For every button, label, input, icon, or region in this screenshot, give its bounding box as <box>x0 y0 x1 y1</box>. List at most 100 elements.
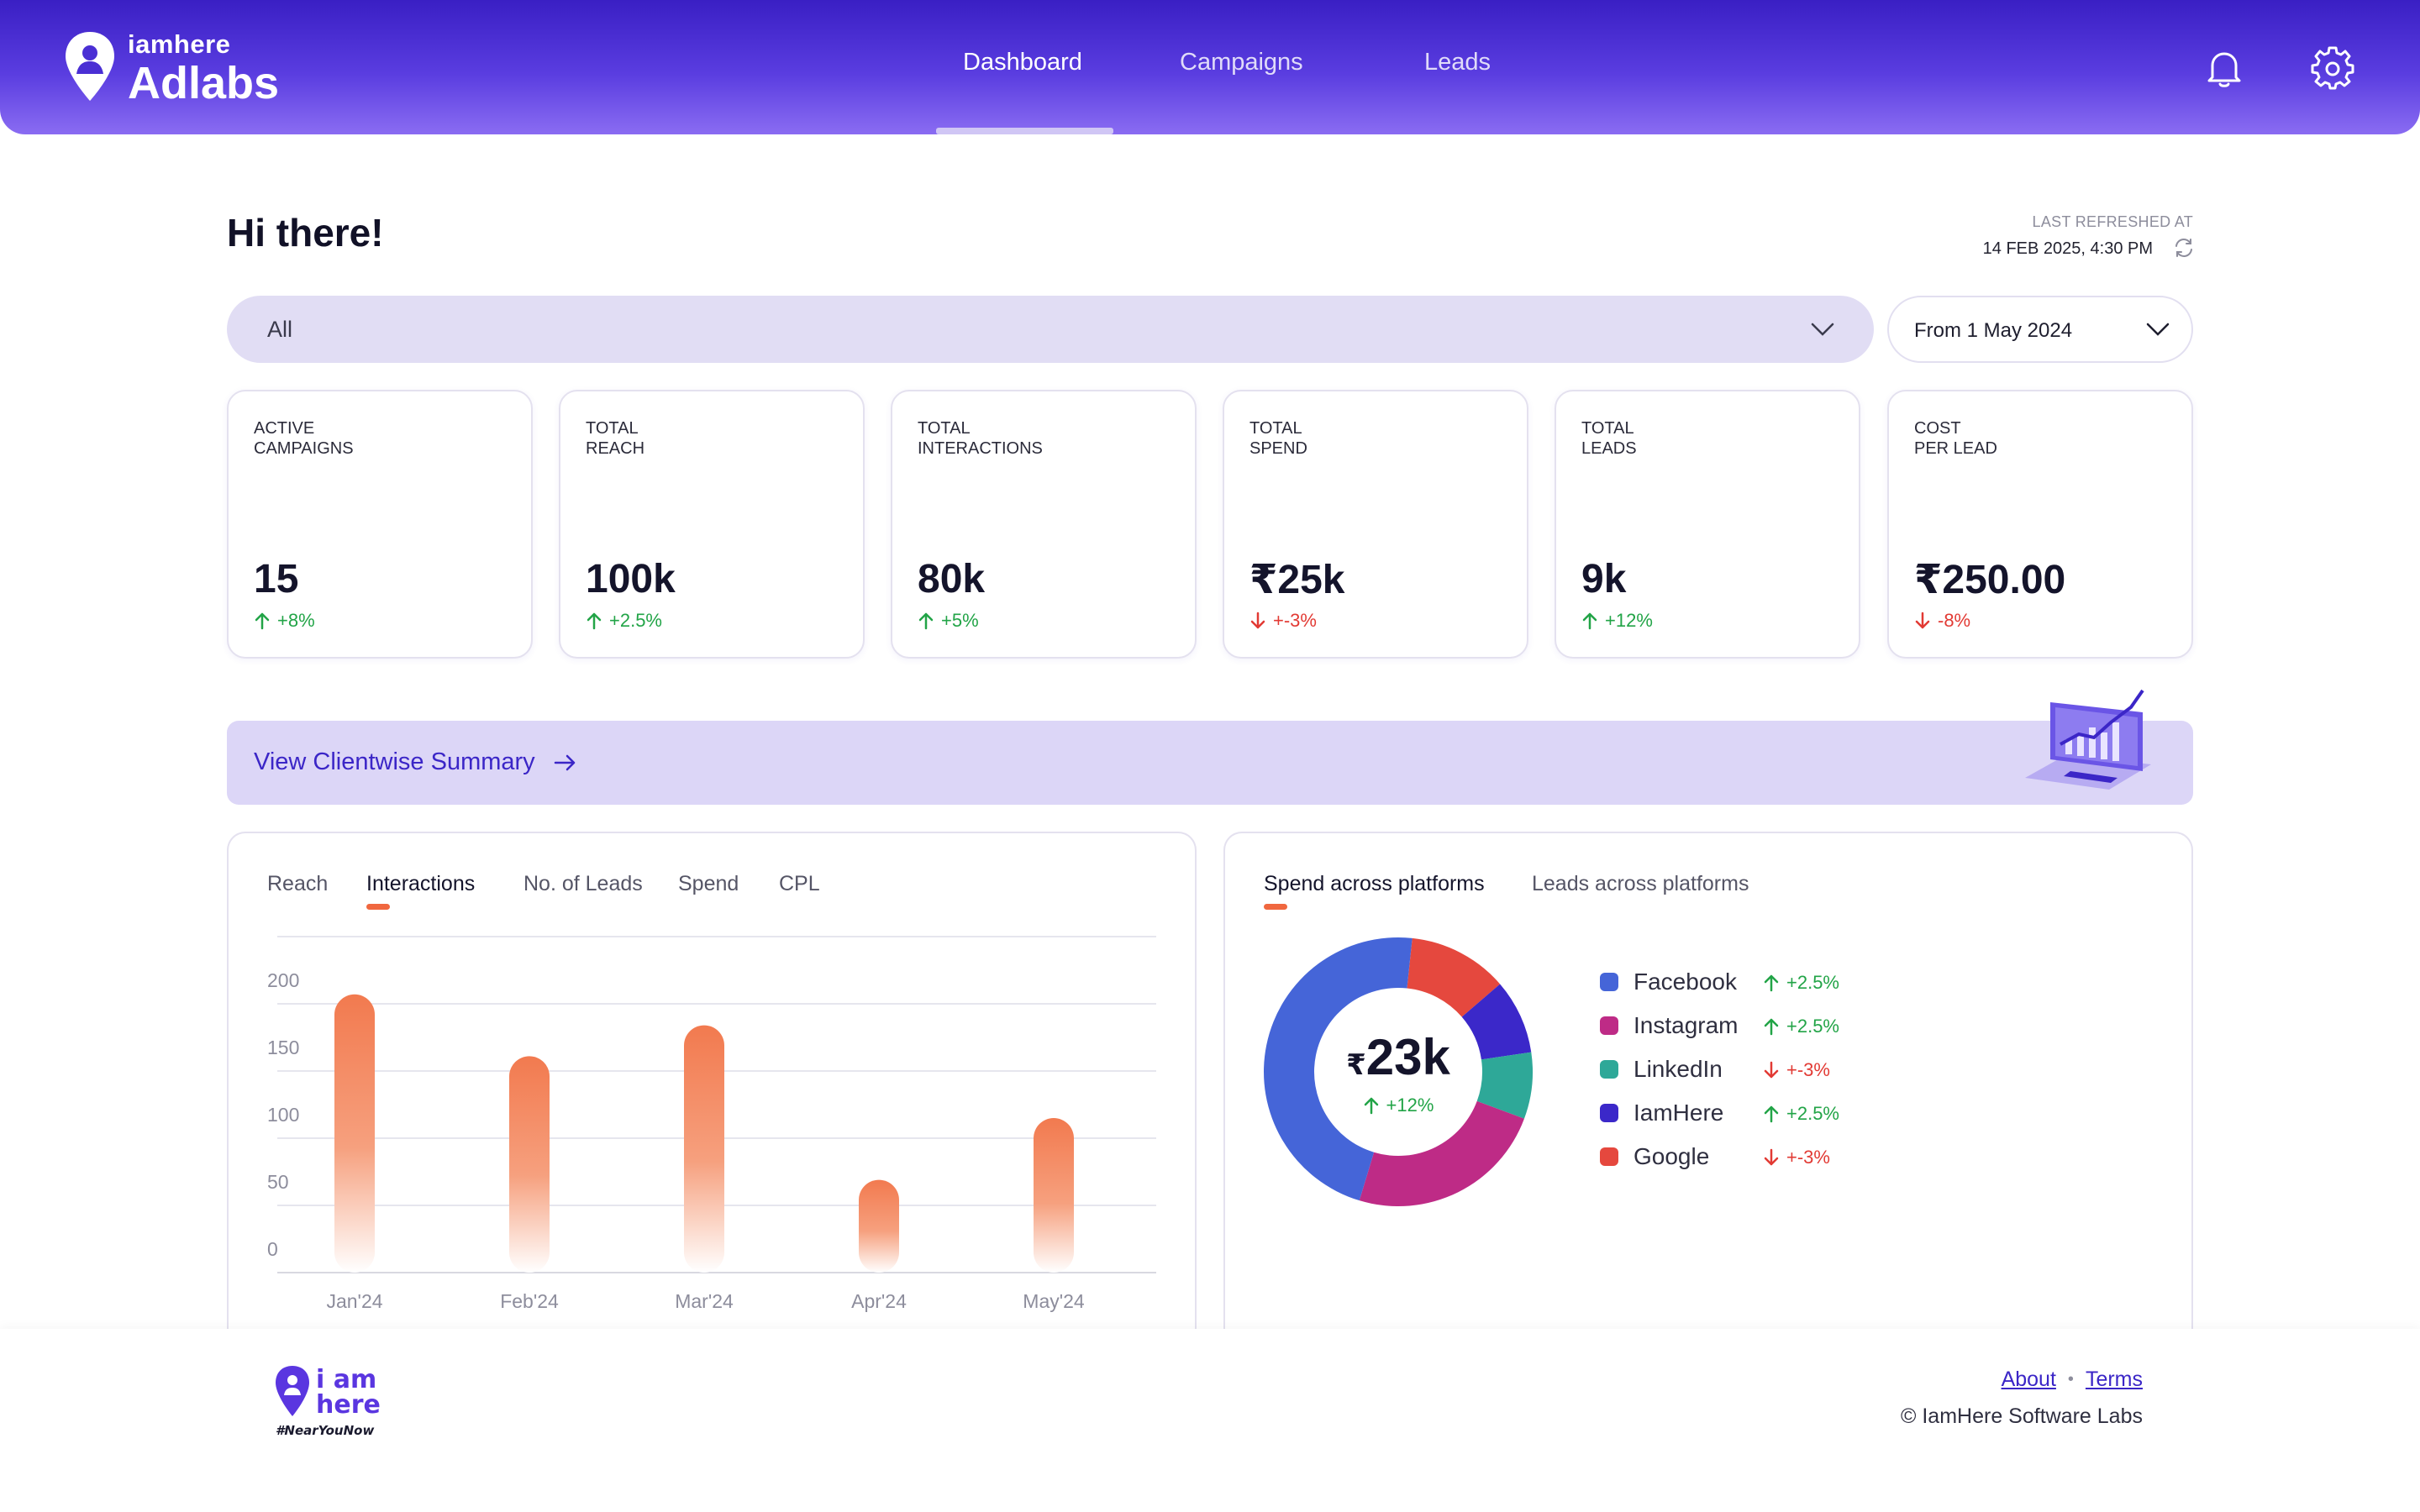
legend-change-value: +2.5% <box>1786 972 1839 993</box>
client-filter-select[interactable]: All <box>227 296 1874 363</box>
stat-label-line2: REACH <box>586 439 645 458</box>
stat-card[interactable]: TOTAL SPEND ₹25k +-3% <box>1223 390 1528 659</box>
bar[interactable] <box>859 1179 899 1273</box>
terms-link[interactable]: Terms <box>2085 1368 2143 1391</box>
platforms-panel <box>1223 832 2193 1336</box>
arrow-down-icon <box>1915 612 1930 629</box>
bell-icon[interactable] <box>2202 45 2247 91</box>
legend-label: IamHere <box>1634 1100 1724 1126</box>
brand-small-text: iamhere <box>128 29 231 59</box>
bar[interactable] <box>334 994 375 1273</box>
last-refreshed-label: LAST REFRESHED AT <box>2032 213 2193 230</box>
donut-slice-linkedin[interactable] <box>1476 1052 1533 1119</box>
stat-label-line2: LEADS <box>1581 439 1637 458</box>
chart-tab[interactable]: Interactions <box>366 872 476 895</box>
donut-change-value: +12% <box>1386 1095 1434 1116</box>
x-tick-label: May'24 <box>1023 1290 1085 1312</box>
date-filter-value: From 1 May 2024 <box>1914 319 2073 342</box>
nav-dashboard[interactable]: Dashboard <box>963 49 1082 76</box>
legend-item: LinkedIn <box>1600 1056 1723 1083</box>
bar[interactable] <box>509 1056 550 1273</box>
donut-center-summary: ₹23k +12% <box>1314 1032 1482 1119</box>
bar[interactable] <box>1034 1118 1074 1273</box>
arrow-up-icon <box>255 612 270 630</box>
stat-change-value: +8% <box>277 610 315 631</box>
legend-label: Instagram <box>1634 1012 1739 1038</box>
stat-card-value: 15 <box>254 557 299 601</box>
chart-tab-active-indicator <box>366 904 390 910</box>
y-tick-label: 0 <box>267 1238 278 1260</box>
brand-logo[interactable]: iamhere Adlabs <box>64 30 279 108</box>
donut-slice-iamhere[interactable] <box>1461 984 1532 1060</box>
donut-slice-facebook[interactable] <box>1264 937 1413 1201</box>
stat-card-change: -8% <box>1914 610 1970 632</box>
stat-change-value: +-3% <box>1273 610 1317 631</box>
arrow-up-icon <box>1764 974 1779 992</box>
bar[interactable] <box>684 1025 724 1273</box>
stat-card[interactable]: TOTAL LEADS 9k +12% <box>1555 390 1860 659</box>
date-filter-select[interactable]: From 1 May 2024 <box>1887 296 2193 363</box>
nav-campaigns[interactable]: Campaigns <box>1180 49 1303 76</box>
chart-tab[interactable]: Spend <box>678 872 739 895</box>
chevron-down-icon <box>2146 323 2170 336</box>
stat-card-label: TOTAL LEADS <box>1581 418 1833 459</box>
stat-card-label: TOTAL SPEND <box>1249 418 1502 459</box>
client-filter-value: All <box>267 317 293 342</box>
footer-logo-text-line2: here <box>316 1390 381 1420</box>
stat-card-change: +5% <box>918 610 979 632</box>
donut-slice-google[interactable] <box>1407 937 1501 1017</box>
platform-tab[interactable]: Leads across platforms <box>1532 872 1749 895</box>
stat-card-label: COST PER LEAD <box>1914 418 2166 459</box>
legend-swatch <box>1600 1016 1618 1035</box>
x-tick-label: Feb'24 <box>500 1290 559 1312</box>
stat-label-line1: TOTAL <box>586 419 639 438</box>
y-tick-label: 150 <box>267 1037 299 1058</box>
legend-swatch <box>1600 1104 1618 1122</box>
stat-card[interactable]: TOTAL REACH 100k +2.5% <box>559 390 865 659</box>
stat-label-line2: PER LEAD <box>1914 439 1997 458</box>
x-tick-label: Jan'24 <box>326 1290 382 1312</box>
laptop-chart-illustration-icon <box>2025 689 2151 790</box>
nav-leads[interactable]: Leads <box>1424 49 1491 76</box>
chart-tab[interactable]: Reach <box>267 872 329 895</box>
arrow-up-icon <box>1582 612 1597 630</box>
x-tick-label: Apr'24 <box>851 1290 907 1312</box>
legend-change: +2.5% <box>1763 972 1839 994</box>
top-header: iamhere Adlabs Dashboard Campaigns Leads <box>0 0 2420 134</box>
stat-card[interactable]: TOTAL INTERACTIONS 80k +5% <box>891 390 1197 659</box>
stat-change-value: +12% <box>1605 610 1653 631</box>
interactions-bar-chart: 0 50 100 150 200 Jan'24 Feb'24 Mar'24 Apr'24 May'… <box>267 936 1156 1312</box>
stat-change-value: -8% <box>1938 610 1971 631</box>
clientwise-summary-banner[interactable]: View Clientwise Summary <box>227 721 2193 805</box>
location-pin-icon <box>66 32 114 101</box>
about-link[interactable]: About <box>2001 1368 2056 1391</box>
stat-card-label: ACTIVE CAMPAIGNS <box>254 418 506 459</box>
platform-tab[interactable]: Spend across platforms <box>1264 872 1485 895</box>
chart-tab[interactable]: No. of Leads <box>523 872 643 895</box>
gear-icon[interactable] <box>2310 45 2355 91</box>
legend-swatch <box>1600 1060 1618 1079</box>
stat-label-line1: TOTAL <box>918 419 971 438</box>
stat-card-change: +-3% <box>1249 610 1317 632</box>
donut-slice-instagram[interactable] <box>1359 1100 1524 1206</box>
chart-tab[interactable]: CPL <box>779 872 820 895</box>
legend-change-value: +2.5% <box>1786 1016 1839 1037</box>
arrow-down-icon <box>1764 1148 1779 1166</box>
stat-card[interactable]: COST PER LEAD ₹250.00 -8% <box>1887 390 2193 659</box>
y-tick-label: 100 <box>267 1104 299 1126</box>
stat-card-value: ₹250.00 <box>1914 558 2066 602</box>
legend-label: Google <box>1634 1143 1710 1169</box>
footer-copyright: © IamHere Software Labs <box>1901 1404 2143 1428</box>
refresh-icon[interactable] <box>2172 236 2196 260</box>
last-refreshed-time: 14 FEB 2025, 4:30 PM <box>1982 239 2153 258</box>
y-tick-label: 200 <box>267 969 299 991</box>
stat-label-line2: SPEND <box>1249 439 1307 458</box>
stat-card-label: TOTAL REACH <box>586 418 838 459</box>
stat-change-value: +2.5% <box>609 610 662 631</box>
stat-label-line1: TOTAL <box>1581 419 1634 438</box>
arrow-up-icon <box>1764 1018 1779 1036</box>
nav-active-indicator <box>936 128 1113 134</box>
y-tick-label: 50 <box>267 1171 289 1193</box>
clientwise-summary-link[interactable]: View Clientwise Summary <box>254 748 535 775</box>
stat-card[interactable]: ACTIVE CAMPAIGNS 15 +8% <box>227 390 533 659</box>
